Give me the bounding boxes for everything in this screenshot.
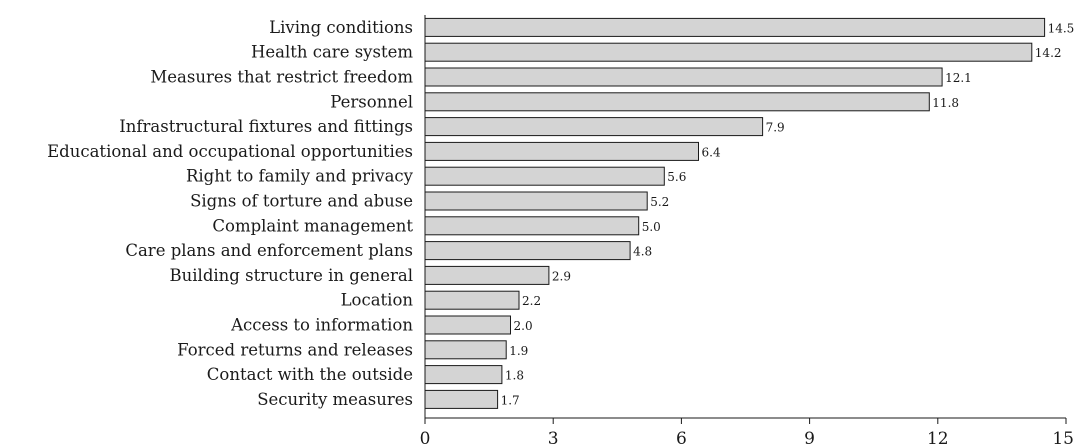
data-label: 6.4: [702, 145, 721, 159]
category-label: Location: [341, 291, 414, 310]
x-tick-label: 15: [1052, 429, 1074, 448]
x-tick-label: 9: [804, 429, 815, 448]
data-label: 12.1: [945, 71, 972, 85]
data-label: 5.0: [642, 220, 661, 234]
bar: [424, 191, 648, 211]
data-label: 5.2: [650, 195, 669, 209]
category-label: Right to family and privacy: [186, 167, 414, 186]
data-label: 14.5: [1048, 21, 1075, 35]
bar: [424, 117, 764, 137]
x-tick-label: 12: [927, 429, 949, 448]
bar: [424, 340, 507, 360]
bar: [424, 141, 699, 161]
category-label: Infrastructural fixtures and fittings: [119, 117, 413, 136]
category-label: Health care system: [251, 43, 413, 62]
category-label: Contact with the outside: [207, 365, 413, 384]
bar: [424, 216, 640, 236]
bar: [424, 166, 665, 186]
bar: [424, 17, 1046, 37]
bar: [424, 42, 1033, 62]
data-label: 2.2: [522, 294, 541, 308]
bar: [424, 290, 520, 310]
category-label: Care plans and enforcement plans: [125, 241, 413, 260]
category-label: Access to information: [230, 316, 413, 335]
bar: [424, 365, 503, 385]
axes: [424, 15, 1066, 419]
bar: [424, 389, 499, 409]
bar: [424, 241, 631, 261]
data-label: 2.9: [552, 269, 571, 283]
data-label: 1.7: [501, 393, 520, 407]
data-label: 7.9: [766, 121, 785, 135]
data-label: 2.0: [514, 319, 533, 333]
value-labels: 14.5 14.2 12.1 11.8 7.9 6.4 5.6 5.2 5.0 4.8 2.9 2.2…: [501, 21, 1075, 407]
bar: [424, 315, 511, 335]
data-label: 4.8: [633, 245, 652, 259]
category-label: Building structure in general: [170, 266, 413, 285]
category-label: Educational and occupational opportuniti…: [47, 142, 413, 161]
data-label: 11.8: [932, 96, 959, 110]
x-axis-ticks: 0 3 6 9 12 15: [420, 418, 1074, 448]
category-label: Complaint management: [212, 216, 413, 235]
bar: [424, 92, 930, 112]
x-tick-label: 6: [676, 429, 687, 448]
data-label: 1.9: [509, 344, 528, 358]
category-labels: Living conditions Health care system Measu…: [47, 18, 414, 409]
category-label: Signs of torture and abuse: [190, 192, 413, 211]
category-label: Measures that restrict freedom: [150, 68, 413, 87]
category-label: Living conditions: [269, 18, 413, 37]
data-label: 5.6: [667, 170, 686, 184]
bar: [424, 265, 550, 285]
category-label: Personnel: [330, 92, 413, 111]
x-tick-label: 3: [548, 429, 559, 448]
x-tick-label: 0: [420, 429, 431, 448]
data-label: 14.2: [1035, 46, 1062, 60]
category-label: Forced returns and releases: [177, 340, 413, 359]
category-label: Security measures: [257, 390, 413, 409]
data-label: 1.8: [505, 369, 524, 383]
bar: [424, 67, 943, 87]
